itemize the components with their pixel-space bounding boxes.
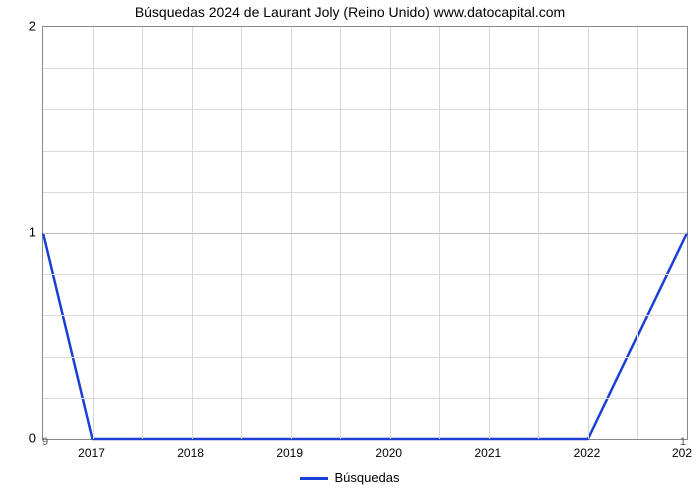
v-gridline-minor — [439, 27, 440, 439]
y-tick-label: 1 — [6, 225, 36, 240]
chart-title: Búsquedas 2024 de Laurant Joly (Reino Un… — [0, 4, 700, 20]
x-tick-label: 2020 — [375, 446, 402, 460]
legend-swatch — [300, 477, 328, 480]
x-tick-label: 2019 — [276, 446, 303, 460]
v-gridline — [588, 27, 589, 439]
v-gridline — [93, 27, 94, 439]
v-gridline — [192, 27, 193, 439]
v-gridline-minor — [340, 27, 341, 439]
v-gridline — [390, 27, 391, 439]
h-gridline — [43, 192, 687, 193]
x-tick-label: 2017 — [78, 446, 105, 460]
h-gridline-major — [43, 233, 687, 234]
v-gridline-minor — [142, 27, 143, 439]
h-gridline — [43, 151, 687, 152]
data-point-label: 1 — [680, 436, 686, 448]
v-gridline — [291, 27, 292, 439]
x-tick-label: 2018 — [177, 446, 204, 460]
h-gridline — [43, 68, 687, 69]
v-gridline-minor — [241, 27, 242, 439]
chart-container: Búsquedas 2024 de Laurant Joly (Reino Un… — [0, 0, 700, 500]
y-tick-label: 0 — [6, 431, 36, 446]
h-gridline — [43, 315, 687, 316]
h-gridline — [43, 109, 687, 110]
x-tick-label-edge: 202 — [672, 446, 692, 460]
v-gridline-minor — [538, 27, 539, 439]
data-point-label: 9 — [42, 436, 48, 448]
x-tick-label: 2021 — [474, 446, 501, 460]
legend: Búsquedas — [0, 470, 700, 485]
h-gridline — [43, 398, 687, 399]
v-gridline — [489, 27, 490, 439]
h-gridline — [43, 274, 687, 275]
x-tick-label: 2022 — [574, 446, 601, 460]
legend-label: Búsquedas — [334, 470, 399, 485]
plot-area — [42, 26, 688, 440]
h-gridline — [43, 357, 687, 358]
v-gridline-minor — [637, 27, 638, 439]
y-tick-label: 2 — [6, 19, 36, 34]
